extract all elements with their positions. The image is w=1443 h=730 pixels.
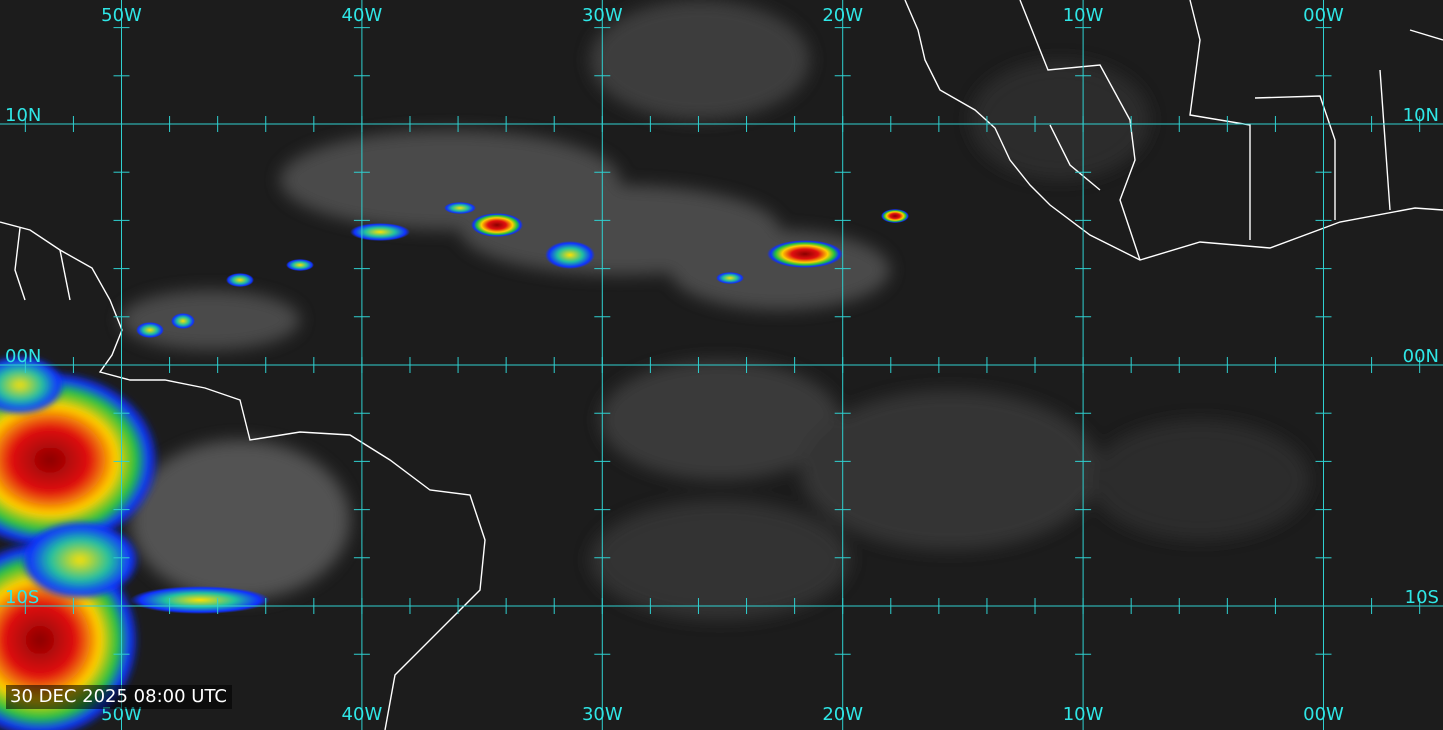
latitude-label: 10S	[5, 587, 39, 608]
timestamp-background	[6, 685, 232, 709]
timestamp: 30 DEC 2025 08:00 UTC	[10, 686, 227, 707]
longitude-label: 00W	[1303, 5, 1344, 26]
convection	[0, 202, 909, 730]
longitude-label: 50W	[101, 5, 142, 26]
longitude-label: 10W	[1063, 5, 1104, 26]
longitude-label: 50W	[101, 704, 142, 725]
longitude-label: 40W	[342, 5, 383, 26]
longitude-label: 10W	[1063, 704, 1104, 725]
graticule-labels: 50W 50W 40W 40W 30W 30W 20W 20W 10W 10W 00W 00W 10N 1…	[5, 5, 1439, 725]
longitude-label: 20W	[822, 704, 863, 725]
latitude-label: 10N	[1403, 105, 1439, 126]
latitude-label: 10N	[5, 105, 41, 126]
longitude-label: 20W	[822, 5, 863, 26]
clouds	[120, 0, 1310, 620]
latitude-label: 10S	[1405, 587, 1439, 608]
latitude-label: 00N	[1403, 346, 1439, 367]
latitude-label: 00N	[5, 346, 41, 367]
longitude-label: 00W	[1303, 704, 1344, 725]
longitude-label: 30W	[582, 5, 623, 26]
longitude-label: 30W	[582, 704, 623, 725]
longitude-label: 40W	[342, 704, 383, 725]
